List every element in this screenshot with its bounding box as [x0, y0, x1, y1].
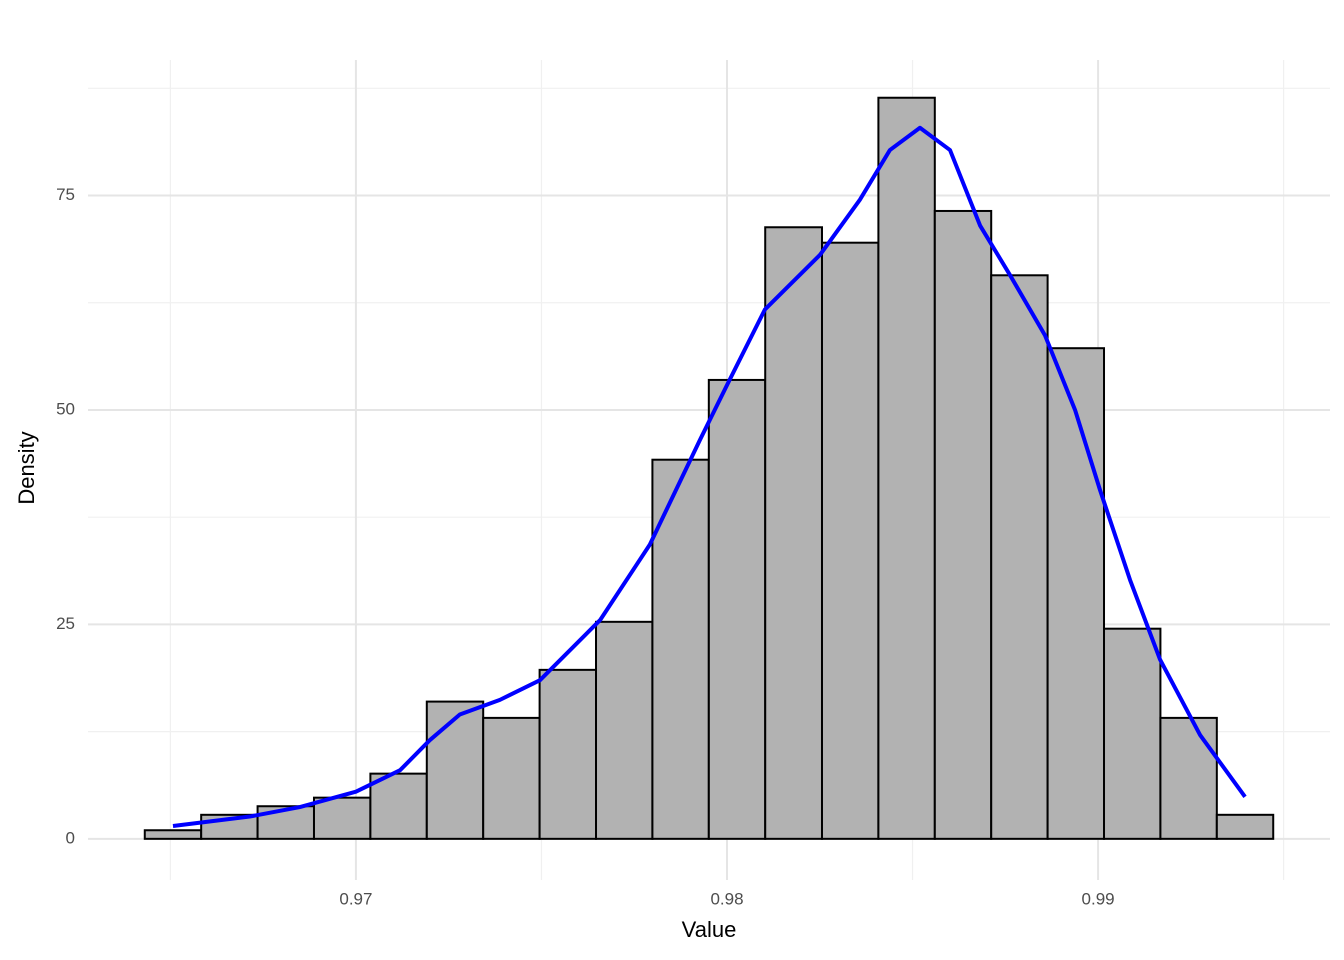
- y-tick-label: 50: [56, 399, 75, 418]
- bar: [651, 458, 710, 840]
- bar: [369, 772, 428, 840]
- y-tick-label: 75: [56, 185, 75, 204]
- bar: [933, 209, 993, 840]
- bar: [877, 96, 936, 840]
- bar: [1046, 347, 1106, 840]
- bar: [764, 226, 823, 840]
- y-tick-label: 25: [56, 614, 75, 633]
- bar: [425, 700, 485, 840]
- bar: [820, 241, 880, 840]
- y-tick-label: 0: [66, 828, 75, 847]
- bar: [1215, 813, 1275, 840]
- x-axis-title: Value: [682, 917, 737, 942]
- bar: [990, 274, 1049, 840]
- x-tick-label: 0.99: [1082, 889, 1115, 908]
- bar: [312, 796, 372, 840]
- y-axis-title: Density: [14, 431, 39, 504]
- density-line: [172, 125, 1247, 828]
- bar: [482, 716, 541, 840]
- bar: [1103, 627, 1162, 840]
- bar: [538, 668, 598, 840]
- bar: [1159, 716, 1218, 840]
- bar: [707, 378, 767, 840]
- bar: [143, 829, 203, 840]
- x-tick-label: 0.98: [710, 889, 743, 908]
- x-tick-label: 0.97: [339, 889, 372, 908]
- bar: [595, 620, 654, 840]
